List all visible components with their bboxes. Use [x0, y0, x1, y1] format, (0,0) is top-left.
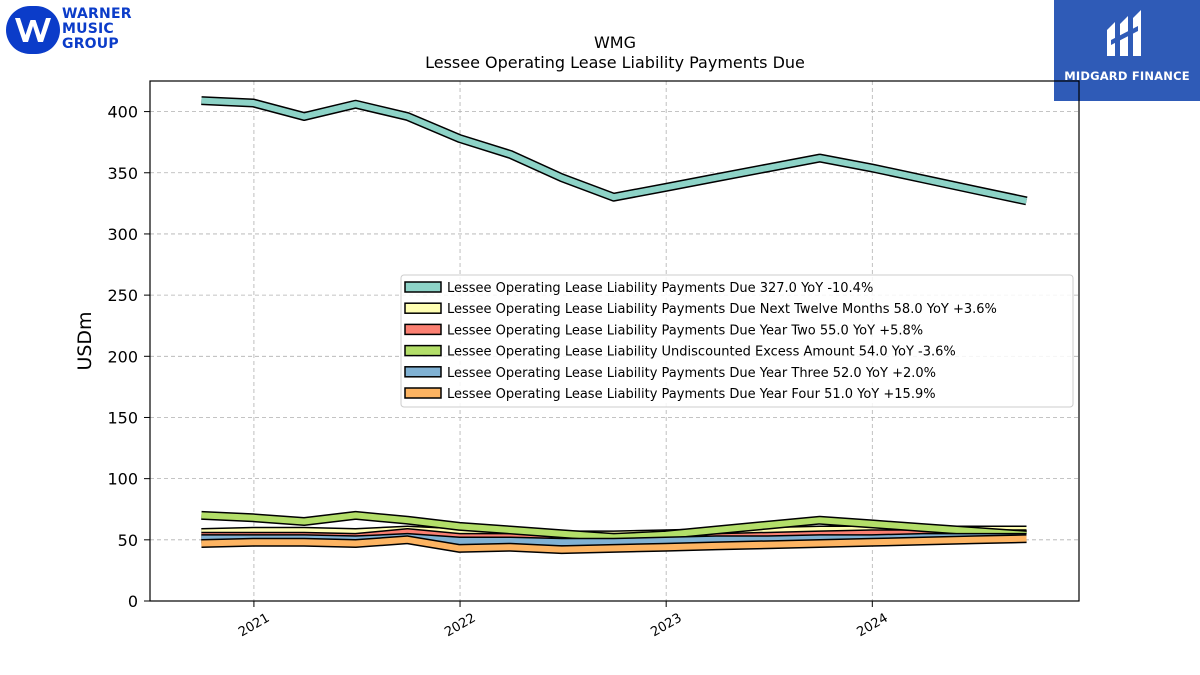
legend-entry: Lessee Operating Lease Liability Payment… [447, 366, 936, 381]
legend-swatch [404, 281, 442, 293]
series-line [201, 512, 1027, 541]
legend-entry: Lessee Operating Lease Liability Payment… [447, 323, 923, 338]
warner-music-group-logo: WARNER MUSIC GROUP [4, 4, 144, 56]
legend: Lessee Operating Lease Liability Payment… [400, 274, 1074, 408]
legend-entry: Lessee Operating Lease Liability Payment… [447, 302, 997, 317]
x-tick-label: 2021 [236, 611, 272, 641]
legend-swatch [404, 323, 442, 336]
wmg-logo-mark [6, 6, 60, 54]
y-axis-label: USDm [74, 311, 96, 370]
y-tick-label: 0 [128, 592, 138, 611]
wmg-logo-line: GROUP [62, 36, 119, 52]
series-line [201, 97, 1028, 204]
legend-entry: Lessee Operating Lease Liability Payment… [447, 387, 936, 402]
y-tick-label: 100 [107, 470, 138, 489]
legend-swatch [404, 366, 442, 378]
midgard-finance-logo: MIDGARD FINANCE [1054, 0, 1200, 101]
y-tick-label: 50 [118, 531, 138, 550]
y-tick-label: 350 [107, 164, 138, 183]
wmg-logo-line: MUSIC [62, 21, 114, 37]
legend-swatch [404, 302, 442, 314]
legend-swatch [404, 387, 442, 399]
series-line [201, 535, 1027, 553]
series-line-outline [201, 96, 1028, 206]
y-tick-label: 300 [107, 225, 138, 244]
legend-box [400, 274, 1074, 408]
wmg-w-icon [15, 18, 51, 42]
series-layer [201, 96, 1028, 555]
legend-entry: Lessee Operating Lease Liability Undisco… [447, 345, 956, 360]
y-tick-label: 400 [107, 103, 138, 122]
y-tick-label: 200 [107, 347, 138, 366]
x-tick-label: 2022 [442, 611, 478, 641]
chart-subtitle: Lessee Operating Lease Liability Payment… [425, 53, 805, 72]
legend-entry: Lessee Operating Lease Liability Payment… [447, 281, 873, 296]
wmg-logo-line: WARNER [62, 6, 132, 22]
plot-frame [149, 80, 1080, 602]
y-tick-label: 250 [107, 286, 138, 305]
midgard-logo-text: MIDGARD FINANCE [1064, 69, 1190, 83]
midgard-mark-icon [1107, 10, 1141, 56]
x-tick-label: 2024 [854, 611, 890, 641]
y-tick-label: 150 [107, 408, 138, 427]
x-tick-label: 2023 [648, 611, 684, 641]
legend-swatch [404, 344, 442, 357]
chart-title: WMG [594, 33, 636, 52]
wmg-logo-text: WARNER MUSIC GROUP [62, 7, 132, 52]
